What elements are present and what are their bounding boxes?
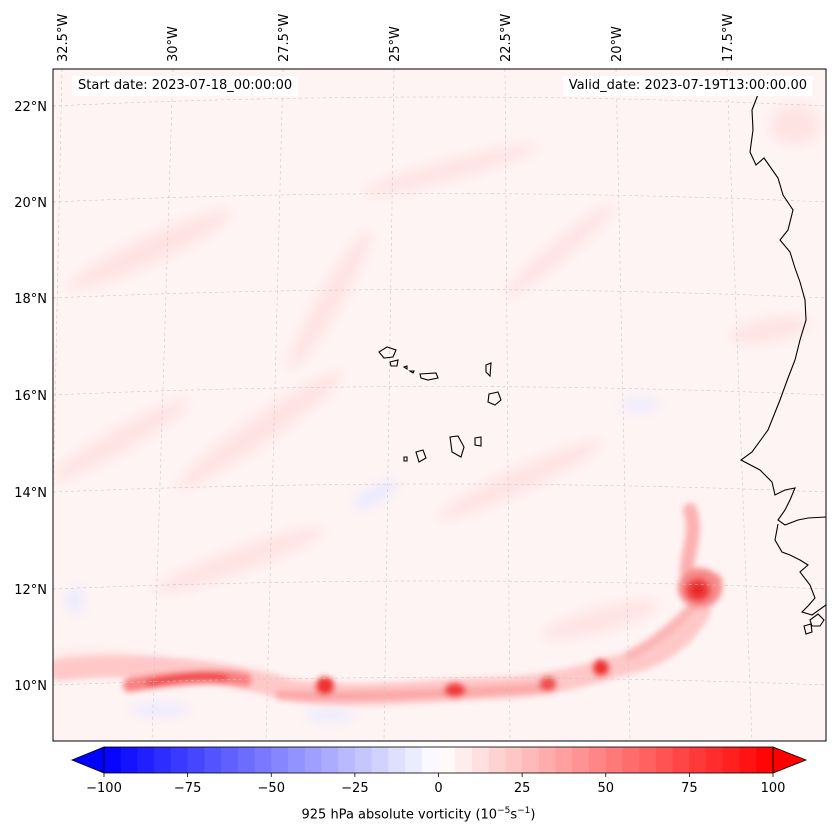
lon-label: 25°W [388, 26, 403, 62]
colorbar-tick-label: −25 [341, 781, 368, 796]
colorbar-tick-label: 50 [597, 781, 614, 796]
colorbar-bin [438, 747, 456, 773]
colorbar-bin [605, 747, 624, 773]
colorbar-bin [622, 747, 640, 773]
colorbar-bin [371, 747, 389, 773]
colorbar-bin [221, 747, 239, 773]
colorbar-tick-label: −50 [258, 781, 285, 796]
graticule [53, 69, 826, 741]
colorbar-bin [655, 747, 674, 773]
colorbar-bin [505, 747, 523, 773]
latitude-labels: 22°N 20°N 18°N 16°N 14°N 12°N 10°N [14, 100, 47, 694]
colorbar-tick-label: 25 [514, 781, 531, 796]
lat-label: 14°N [14, 486, 47, 501]
colorbar-bin [739, 747, 757, 773]
lon-label: 30°W [166, 26, 181, 62]
colorbar-bin [338, 747, 356, 773]
lon-label: 17.5°W [721, 14, 736, 62]
colorbar-bin [120, 747, 139, 773]
colorbar-tick-label: 0 [434, 781, 442, 796]
colorbar-bin [488, 747, 506, 773]
colorbar-bin [321, 747, 339, 773]
colorbar-bin [689, 747, 707, 773]
colorbar-bin [722, 747, 741, 773]
valid-date-label: Valid_date: 2023-07-19T13:00:00.00 [562, 76, 813, 96]
colorbar-label-close: ) [530, 807, 536, 823]
colorbar-tick-label: −75 [174, 781, 201, 796]
colorbar-extend-max [772, 746, 808, 774]
lon-label: 27.5°W [277, 14, 292, 62]
colorbar-bin [354, 747, 373, 773]
colorbar-bin [154, 747, 172, 773]
colorbar-bin [287, 747, 306, 773]
colorbar-bin [522, 747, 540, 773]
colorbar-bin [271, 747, 289, 773]
colorbar-tick-label: 75 [681, 781, 698, 796]
colorbar-tick-label: 100 [761, 781, 786, 796]
colorbar-bin [187, 747, 205, 773]
lat-label: 10°N [14, 679, 47, 694]
colorbar-bin [170, 747, 189, 773]
lon-label: 22.5°W [499, 14, 514, 62]
colorbar-bin [388, 747, 406, 773]
colorbar-label-exponent: −1 [517, 806, 531, 816]
colorbar-bin [572, 747, 590, 773]
colorbar-extend-min [70, 746, 105, 774]
colorbar-label-text: 925 hPa absolute vorticity (10 [301, 807, 498, 823]
cape-verde-islands [378, 346, 502, 463]
colorbar-bin [706, 747, 724, 773]
africa-coastline [739, 91, 826, 635]
colorbar-tick-label: −100 [86, 781, 122, 796]
colorbar-bin [471, 747, 490, 773]
colorbar-label-exponent: −5 [497, 806, 511, 816]
start-date-label: Start date: 2023-07-18_00:00:00 [72, 76, 299, 96]
map-frame [52, 68, 827, 742]
longitude-labels: 32.5°W 30°W 27.5°W 25°W 22.5°W 20°W 17.5… [56, 14, 736, 62]
colorbar-bin [304, 747, 323, 773]
colorbar-label: 925 hPa absolute vorticity (10−5s−1) [0, 806, 837, 822]
colorbar-bin [639, 747, 657, 773]
colorbar-bin [104, 747, 122, 773]
lon-label: 32.5°W [56, 14, 71, 62]
colorbar-bin [237, 747, 256, 773]
colorbar-bin [405, 747, 423, 773]
colorbar-bin [538, 747, 557, 773]
colorbar-bin [672, 747, 690, 773]
colorbar-label-unit: s [510, 807, 518, 823]
colorbar-bin [204, 747, 222, 773]
lat-label: 12°N [14, 583, 47, 598]
colorbar-bin [421, 747, 440, 773]
colorbar: −100 −75 −50 −25 0 25 50 75 100 [70, 746, 808, 796]
colorbar-bin [137, 747, 155, 773]
colorbar-bin [555, 747, 573, 773]
lat-label: 18°N [14, 292, 47, 307]
colorbar-bin [254, 747, 272, 773]
vorticity-field [53, 69, 826, 741]
colorbar-bin [589, 747, 607, 773]
lat-label: 22°N [14, 100, 47, 115]
lon-label: 20°W [610, 26, 625, 62]
colorbar-bin [455, 747, 473, 773]
lat-label: 20°N [14, 196, 47, 211]
colorbar-bin [756, 747, 774, 773]
lat-label: 16°N [14, 389, 47, 404]
